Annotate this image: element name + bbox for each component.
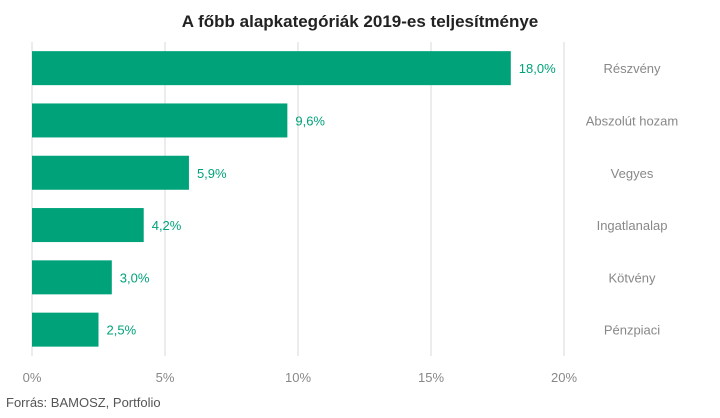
category-label: Abszolút hozam xyxy=(586,113,679,128)
value-label: 9,6% xyxy=(295,113,325,128)
category-label: Vegyes xyxy=(611,166,654,181)
category-label: Ingatlanalap xyxy=(597,218,668,233)
x-tick-label: 15% xyxy=(418,370,444,385)
x-tick-label: 5% xyxy=(156,370,175,385)
bar xyxy=(32,155,189,190)
value-label: 4,2% xyxy=(152,218,182,233)
bar xyxy=(32,103,288,138)
bar xyxy=(32,312,99,347)
category-label: Kötvény xyxy=(609,270,656,285)
value-label: 5,9% xyxy=(197,166,227,181)
bar xyxy=(32,208,144,243)
category-label: Pénzpiaci xyxy=(604,323,660,338)
category-label: Részvény xyxy=(603,61,661,76)
bar xyxy=(32,51,511,86)
x-tick-label: 10% xyxy=(285,370,311,385)
x-tick-label: 20% xyxy=(551,370,577,385)
value-label: 18,0% xyxy=(519,61,556,76)
value-label: 3,0% xyxy=(120,270,150,285)
bar xyxy=(32,260,112,295)
x-tick-label: 0% xyxy=(23,370,42,385)
source-note: Forrás: BAMOSZ, Portfolio xyxy=(6,395,161,410)
chart-title: A főbb alapkategóriák 2019-es teljesítmé… xyxy=(181,12,539,31)
value-label: 2,5% xyxy=(107,323,137,338)
